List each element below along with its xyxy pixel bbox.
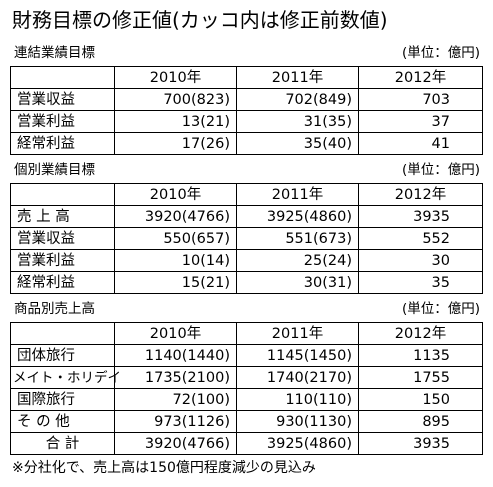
unit-label: (単位：億円) — [401, 45, 480, 61]
value-2011: 702(849) — [236, 88, 359, 111]
section-header-consolidated: 連結業績目標 (単位：億円) — [10, 42, 480, 64]
value-2011: 1740(2170) — [236, 366, 359, 389]
value-2010: 3920(4766) — [114, 432, 237, 455]
table-row: 営業利益 13(21) 31(35) 37 — [10, 110, 483, 133]
value-2010: 3920(4766) — [114, 205, 237, 228]
table-row: 営業利益 10(14) 25(24) 30 — [10, 249, 483, 272]
value-2012: 30 — [358, 249, 483, 272]
row-label: 団体旅行 — [10, 344, 115, 367]
table-header-row: 2010年 2011年 2012年 — [10, 183, 483, 206]
value-2010: 1140(1440) — [114, 344, 237, 367]
value-2010: 1735(2100) — [114, 366, 237, 389]
value-2010: 15(21) — [114, 271, 237, 294]
year-header: 2012年 — [358, 66, 483, 89]
row-label: 営業収益 — [10, 227, 115, 250]
value-2011: 3925(4860) — [236, 205, 359, 228]
value-2010: 13(21) — [114, 110, 237, 133]
table-header-row: 2010年 2011年 2012年 — [10, 322, 483, 345]
unit-label: (単位：億円) — [401, 301, 480, 317]
value-2011: 110(110) — [236, 388, 359, 411]
corner-cell — [10, 322, 115, 345]
section-title: 個別業績目標 — [14, 162, 95, 178]
value-2010: 10(14) — [114, 249, 237, 272]
year-header: 2012年 — [358, 183, 483, 206]
table-row: 国際旅行 72(100) 110(110) 150 — [10, 388, 483, 411]
section-header-individual: 個別業績目標 (単位：億円) — [10, 159, 480, 181]
value-2012: 1135 — [358, 344, 483, 367]
value-2011: 35(40) — [236, 132, 359, 155]
value-2012: 41 — [358, 132, 483, 155]
row-label: 営業利益 — [10, 249, 115, 272]
row-label: 経常利益 — [10, 271, 115, 294]
year-header: 2012年 — [358, 322, 483, 345]
corner-cell — [10, 66, 115, 89]
value-2012: 3935 — [358, 432, 483, 455]
table-row: 営業収益 700(823) 702(849) 703 — [10, 88, 483, 111]
section-header-product-sales: 商品別売上高 (単位：億円) — [10, 298, 480, 320]
section-title: 連結業績目標 — [14, 45, 95, 61]
value-2010: 550(657) — [114, 227, 237, 250]
value-2011: 1145(1450) — [236, 344, 359, 367]
table-header-row: 2010年 2011年 2012年 — [10, 66, 483, 89]
value-2010: 72(100) — [114, 388, 237, 411]
table-row: 経常利益 17(26) 35(40) 41 — [10, 132, 483, 155]
value-2012: 150 — [358, 388, 483, 411]
year-header: 2011年 — [236, 66, 359, 89]
value-2011: 25(24) — [236, 249, 359, 272]
individual-table: 2010年 2011年 2012年 売 上 高 3920(4766) 3925(… — [10, 183, 483, 294]
year-header: 2010年 — [114, 322, 237, 345]
value-2012: 895 — [358, 410, 483, 433]
table-row: 合 計 3920(4766) 3925(4860) 3935 — [10, 432, 483, 455]
year-header: 2011年 — [236, 322, 359, 345]
value-2010: 17(26) — [114, 132, 237, 155]
row-label: 経常利益 — [10, 132, 115, 155]
value-2012: 3935 — [358, 205, 483, 228]
footnote: ※分社化で、売上高は150億円程度減少の見込み — [12, 460, 316, 476]
value-2010: 700(823) — [114, 88, 237, 111]
value-2011: 31(35) — [236, 110, 359, 133]
value-2012: 1755 — [358, 366, 483, 389]
value-2011: 3925(4860) — [236, 432, 359, 455]
value-2011: 930(1130) — [236, 410, 359, 433]
corner-cell — [10, 183, 115, 206]
page-title: 財務目標の修正値(カッコ内は修正前数値) — [12, 8, 388, 32]
value-2010: 973(1126) — [114, 410, 237, 433]
table-row: 売 上 高 3920(4766) 3925(4860) 3935 — [10, 205, 483, 228]
row-label: 営業収益 — [10, 88, 115, 111]
year-header: 2010年 — [114, 183, 237, 206]
table-row: 経常利益 15(21) 30(31) 35 — [10, 271, 483, 294]
row-label: 合 計 — [10, 432, 115, 455]
row-label: そ の 他 — [10, 410, 115, 433]
consolidated-table: 2010年 2011年 2012年 営業収益 700(823) 702(849)… — [10, 66, 483, 155]
table-row: 営業収益 550(657) 551(673) 552 — [10, 227, 483, 250]
value-2012: 37 — [358, 110, 483, 133]
product-sales-table: 2010年 2011年 2012年 団体旅行 1140(1440) 1145(1… — [10, 322, 483, 455]
value-2012: 703 — [358, 88, 483, 111]
section-title: 商品別売上高 — [14, 301, 95, 317]
table-row: 団体旅行 1140(1440) 1145(1450) 1135 — [10, 344, 483, 367]
value-2011: 30(31) — [236, 271, 359, 294]
value-2012: 552 — [358, 227, 483, 250]
year-header: 2011年 — [236, 183, 359, 206]
unit-label: (単位：億円) — [401, 162, 480, 178]
row-label: メイト・ホリデイ — [10, 366, 121, 389]
value-2012: 35 — [358, 271, 483, 294]
year-header: 2010年 — [114, 66, 237, 89]
value-2011: 551(673) — [236, 227, 359, 250]
row-label: 営業利益 — [10, 110, 115, 133]
table-row: そ の 他 973(1126) 930(1130) 895 — [10, 410, 483, 433]
table-row: メイト・ホリデイ 1735(2100) 1740(2170) 1755 — [10, 366, 483, 389]
row-label: 売 上 高 — [10, 205, 115, 228]
row-label: 国際旅行 — [10, 388, 115, 411]
